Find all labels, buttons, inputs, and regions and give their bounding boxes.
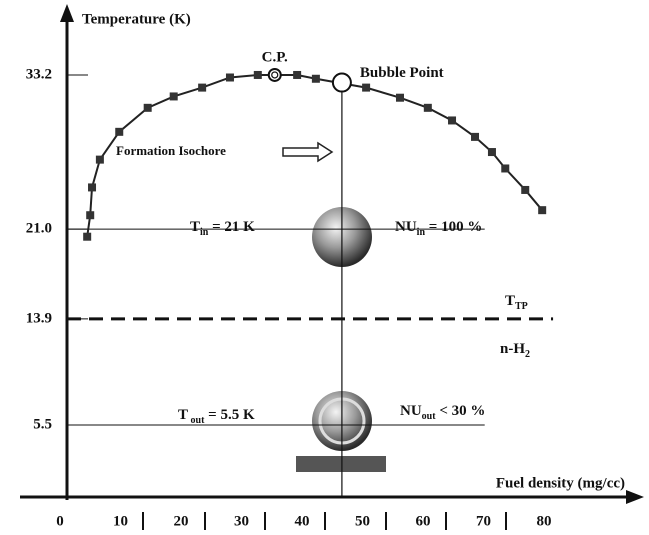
annotation-text: = 5.5 K	[204, 407, 255, 423]
annotation-text: T	[190, 219, 200, 235]
x-tick-label: 70	[476, 513, 491, 529]
annotation-text: n-H	[500, 341, 525, 357]
x-tick-label: 10	[113, 513, 128, 529]
chart: Temperature (K) Fuel density (mg/cc) 0 10…	[0, 0, 649, 535]
x-tick-label: 60	[415, 513, 430, 529]
x-tick-label: 30	[234, 513, 249, 529]
annotation-text: Formation Isochore	[116, 143, 226, 158]
annotation-subscript: TP	[515, 301, 528, 312]
data-point	[471, 133, 479, 141]
y-tick-label: 21.0	[26, 221, 52, 237]
tick-separators	[143, 512, 506, 530]
annotation-text: NU	[400, 403, 422, 419]
y-tick-label: 13.9	[26, 310, 52, 326]
annotation: T out = 5.5 K	[178, 407, 255, 426]
data-point	[83, 233, 91, 241]
data-point	[115, 128, 123, 136]
annotation-text: T	[178, 407, 188, 423]
x-tick-label: 80	[536, 513, 551, 529]
data-point	[293, 71, 301, 79]
annotation: Formation Isochore	[116, 143, 226, 158]
data-point	[226, 73, 234, 81]
data-point	[424, 104, 432, 112]
point-label: Bubble Point	[360, 65, 444, 81]
annotation-subscript: 2	[525, 349, 530, 360]
data-point	[521, 186, 529, 194]
annotation: NUin = 100 %	[395, 219, 482, 238]
pedestal	[296, 456, 386, 472]
data-point	[488, 148, 496, 156]
annotation: NUout < 30 %	[400, 403, 485, 422]
data-point	[144, 104, 152, 112]
y-tick-label: 5.5	[33, 416, 52, 432]
annotation-text: NU	[395, 219, 417, 235]
annotation-text: T	[505, 293, 515, 309]
annotation: n-H2	[500, 341, 530, 360]
data-point	[501, 164, 509, 172]
x-tick-label: 20	[173, 513, 188, 529]
annotation-subscript: out	[422, 411, 437, 422]
annotation-text: < 30 %	[436, 403, 486, 419]
annotation-subscript: out	[188, 415, 205, 426]
annotation: Tin = 21 K	[190, 219, 255, 238]
y-axis-label: Temperature (K)	[82, 11, 191, 27]
data-point	[312, 75, 320, 83]
y-axis-arrow	[60, 4, 74, 22]
isochore-arrow	[283, 143, 332, 161]
data-point	[198, 84, 206, 92]
x-tick-label: 50	[355, 513, 370, 529]
special-point	[269, 69, 281, 81]
data-point	[170, 92, 178, 100]
x-axis-arrow	[626, 490, 644, 504]
data-point	[86, 211, 94, 219]
data-point	[448, 116, 456, 124]
x-tick-label: 0	[56, 513, 64, 529]
annotation: TTP	[505, 293, 528, 312]
data-point	[362, 84, 370, 92]
annotation-text: = 100 %	[425, 219, 482, 235]
annotation-text: = 21 K	[208, 219, 255, 235]
data-point	[254, 71, 262, 79]
x-axis-label: Fuel density (mg/cc)	[496, 475, 625, 491]
data-point	[96, 156, 104, 164]
y-tick-label: 33.2	[26, 66, 52, 82]
special-point	[333, 74, 351, 92]
point-label: C.P.	[262, 49, 288, 65]
data-point	[88, 183, 96, 191]
x-tick-label: 40	[294, 513, 309, 529]
data-point	[396, 94, 404, 102]
data-point	[538, 206, 546, 214]
